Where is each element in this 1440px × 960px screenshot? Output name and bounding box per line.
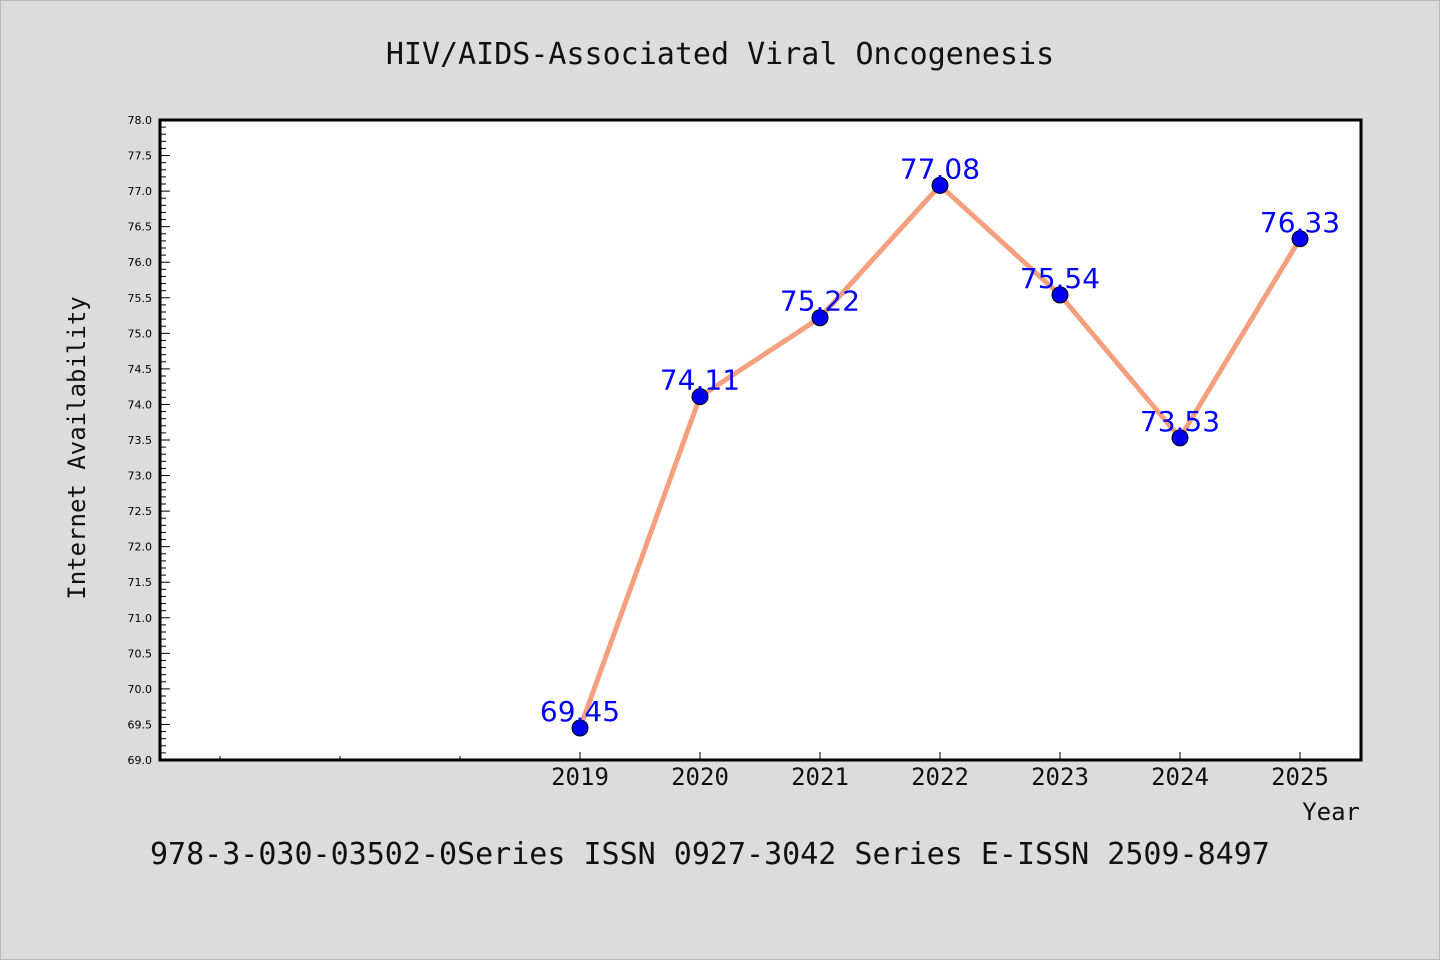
data-point xyxy=(691,388,709,406)
y-tick-label: 71.0 xyxy=(128,612,153,625)
x-tick-label: 2020 xyxy=(671,763,729,791)
y-tick-label: 77.0 xyxy=(128,185,153,198)
y-tick-label: 73.0 xyxy=(128,470,153,483)
y-tick-label: 75.5 xyxy=(128,292,153,305)
y-tick-label: 70.5 xyxy=(128,647,153,660)
y-tick-label: 76.0 xyxy=(128,256,153,269)
data-point xyxy=(931,176,949,194)
y-tick-label: 71.5 xyxy=(128,576,153,589)
data-point xyxy=(1291,230,1309,248)
data-point xyxy=(1051,286,1069,304)
data-label: 73.53 xyxy=(1140,405,1220,438)
x-axis-label: Year xyxy=(1302,798,1360,826)
y-axis-label: Internet Availability xyxy=(63,296,91,599)
plot-frame xyxy=(158,118,1363,762)
x-tick-label: 2024 xyxy=(1151,763,1209,791)
data-point xyxy=(571,719,589,737)
x-tick-label: 2025 xyxy=(1271,763,1329,791)
data-label: 69.45 xyxy=(540,695,620,728)
x-axis-ticks: 2019 2020 2021 2022 2023 2024 2025 xyxy=(551,752,1329,791)
y-tick-label: 70.0 xyxy=(128,683,153,696)
y-tick-label: 76.5 xyxy=(128,221,153,234)
y-tick-label: 78.0 xyxy=(128,114,153,127)
footer-text: 978-3-030-03502-0Series ISSN 0927-3042 S… xyxy=(150,837,1270,872)
y-tick-label: 72.0 xyxy=(128,541,153,554)
x-tick-label: 2023 xyxy=(1031,763,1089,791)
y-tick-label: 77.5 xyxy=(128,150,153,163)
y-tick-label: 69.5 xyxy=(128,718,153,731)
data-label: 76.33 xyxy=(1260,206,1340,239)
x-tick-label: 2021 xyxy=(791,763,849,791)
data-points xyxy=(571,176,1309,737)
chart-title: HIV/AIDS-Associated Viral Oncogenesis xyxy=(386,37,1054,72)
y-tick-label: 72.5 xyxy=(128,505,153,518)
y-tick-label: 74.0 xyxy=(128,398,153,411)
data-label: 75.54 xyxy=(1020,262,1100,295)
data-labels: 69.45 74.11 75.22 77.08 75.54 73.53 76.33 xyxy=(540,152,1340,728)
data-label: 77.08 xyxy=(900,152,980,185)
plot-area xyxy=(160,120,1361,760)
data-point xyxy=(1171,429,1189,447)
x-tick-label: 2022 xyxy=(911,763,969,791)
y-tick-label: 69.0 xyxy=(128,754,153,767)
data-point xyxy=(811,309,829,327)
y-tick-label: 74.5 xyxy=(128,363,153,376)
y-tick-label: 75.0 xyxy=(128,327,153,340)
y-tick-label: 73.5 xyxy=(128,434,153,447)
data-label: 75.22 xyxy=(780,285,860,318)
x-tick-label: 2019 xyxy=(551,763,609,791)
y-axis-ticks: 69.0 69.5 70.0 70.5 71.0 71.5 72.0 72.5 73.0 73.5… xyxy=(128,114,170,767)
data-label: 74.11 xyxy=(660,364,740,397)
